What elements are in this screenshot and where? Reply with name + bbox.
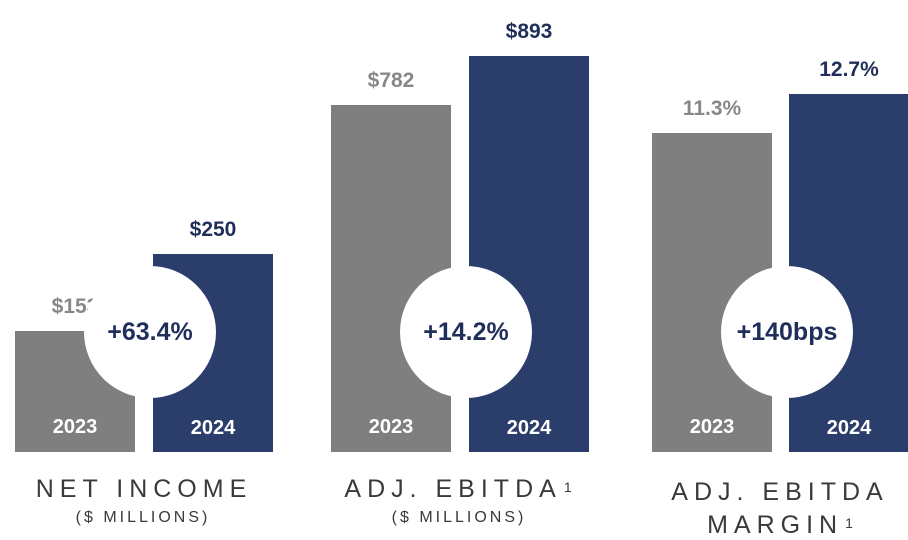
margin-value-2023: 11.3% xyxy=(682,97,742,121)
net-income-value-2024: $250 xyxy=(189,217,237,241)
adj-ebitda-value-2024: $893 xyxy=(505,19,553,43)
adj-ebitda-value-2023: $782 xyxy=(367,68,415,92)
adj-ebitda-title: ADJ. EBITDA 1 xyxy=(344,475,572,503)
adj-ebitda-subtitle: ($ MILLIONS) xyxy=(391,509,527,526)
adj-ebitda-change-badge: +14.2% xyxy=(400,266,532,398)
margin-year-2024: 2024 xyxy=(826,417,872,439)
margin-title-line2: MARGIN 1 xyxy=(707,511,853,539)
adj-ebitda-year-2023: 2023 xyxy=(368,416,414,438)
margin-year-2023: 2023 xyxy=(689,416,735,438)
margin-title: ADJ. EBITDA xyxy=(671,478,889,506)
margin-change-badge: +140bps xyxy=(721,266,853,398)
net-income-year-2023: 2023 xyxy=(52,416,98,438)
net-income-change-badge: +63.4% xyxy=(84,266,216,398)
adj-ebitda-year-2024: 2024 xyxy=(506,417,552,439)
adj-ebitda-footnote: 1 xyxy=(563,479,572,495)
net-income-title: NET INCOME xyxy=(35,475,253,503)
margin-footnote: 1 xyxy=(845,515,853,531)
margin-value-2024: 12.7% xyxy=(819,57,879,81)
net-income-subtitle: ($ MILLIONS) xyxy=(75,509,211,526)
net-income-year-2024: 2024 xyxy=(190,417,236,439)
